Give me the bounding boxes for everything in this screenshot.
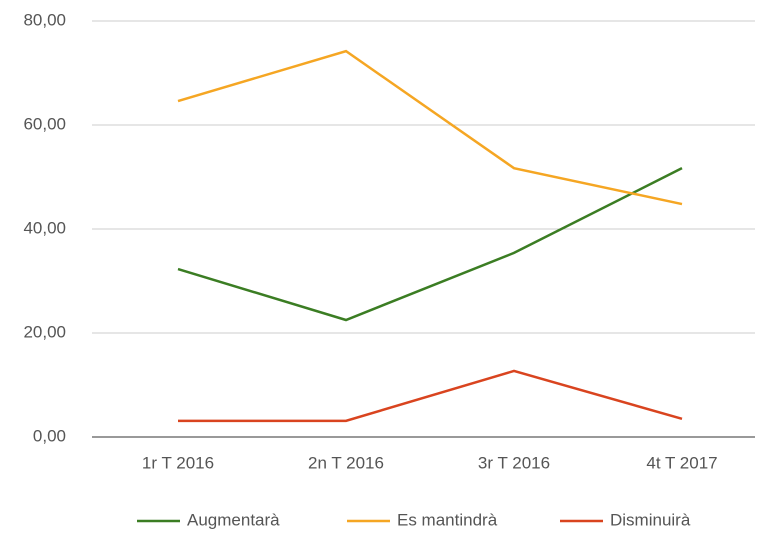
y-tick-label: 40,00 xyxy=(23,218,66,237)
x-tick-label: 4t T 2017 xyxy=(646,453,717,472)
line-series xyxy=(177,167,683,322)
x-tick-label: 2n T 2016 xyxy=(308,453,384,472)
legend-label: Disminuirà xyxy=(610,510,691,529)
x-tick-label: 1r T 2016 xyxy=(142,453,214,472)
y-tick-label: 20,00 xyxy=(23,322,66,341)
legend-label: Augmentarà xyxy=(187,510,280,529)
y-tick-label: 0,00 xyxy=(33,426,66,445)
line-series xyxy=(177,49,683,206)
x-tick-label: 3r T 2016 xyxy=(478,453,550,472)
y-tick-label: 60,00 xyxy=(23,114,66,133)
line-series xyxy=(178,369,683,423)
legend-label: Es mantindrà xyxy=(397,510,498,529)
y-tick-label: 80,00 xyxy=(23,10,66,29)
